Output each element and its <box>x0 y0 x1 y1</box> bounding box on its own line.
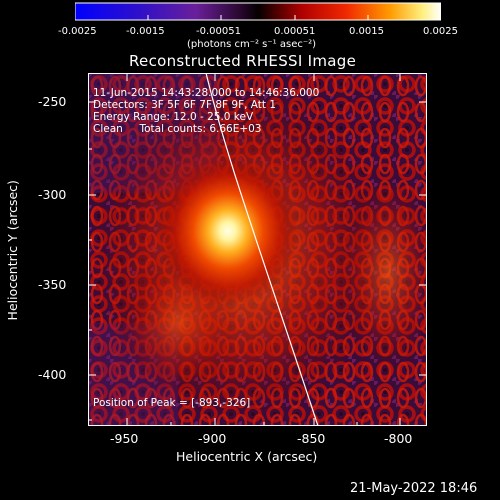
detectors-text: Detectors: 3F 5F 6F 7F 8F 9F, Att 1 <box>93 99 277 111</box>
plot-title: Reconstructed RHESSI Image <box>129 52 357 70</box>
energy-range-text: Energy Range: 12.0 - 25.0 keV <box>93 111 254 123</box>
x-tick-label: -850 <box>297 431 326 446</box>
y-axis-title: Heliocentric Y (arcsec) <box>4 180 20 321</box>
colorbar-units-label: (photons cm⁻² s⁻¹ asec⁻²) <box>187 39 317 50</box>
colorbar-tick-label: -0.00051 <box>196 26 241 37</box>
colorbar-tick-label: 0.00051 <box>274 26 316 37</box>
clean-total-counts-text: Clean Total counts: 6.66E+03 <box>93 123 262 135</box>
colorbar-tick-label: -0.0025 <box>58 26 97 37</box>
x-tick-label: -800 <box>384 431 413 446</box>
solar-limb-line <box>205 73 319 426</box>
y-tick-label: -300 <box>38 187 67 202</box>
colorbar-tick-label: -0.0015 <box>126 26 165 37</box>
colorbar-tick-label: 0.0025 <box>423 26 458 37</box>
rhessi-image <box>88 73 427 426</box>
x-tick-label: -900 <box>198 431 227 446</box>
y-tick-label: -350 <box>38 277 67 292</box>
time-range-text: 11-Jun-2015 14:43:28.000 to 14:46:36.000 <box>93 87 320 99</box>
y-tick-label: -250 <box>38 94 67 109</box>
peak-position-text: Position of Peak = [-893,-326] <box>93 397 251 409</box>
colorbar-tick-label: 0.0015 <box>349 26 384 37</box>
y-tick-label: -400 <box>38 367 67 382</box>
x-axis-title: Heliocentric X (arcsec) <box>176 449 318 464</box>
footer-date: 21-May-2022 18:46 <box>350 481 478 496</box>
y-axis-title-wrap: Heliocentric Y (arcsec) <box>0 150 24 350</box>
x-tick-label: -950 <box>110 431 139 446</box>
colorbar <box>75 2 441 21</box>
